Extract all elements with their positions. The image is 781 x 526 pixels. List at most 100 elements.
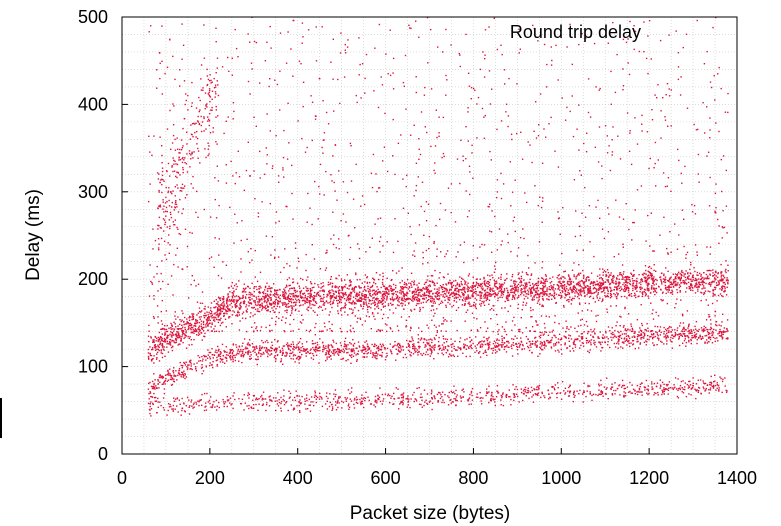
data-point: [423, 404, 425, 407]
data-point: [186, 318, 188, 320]
data-point: [313, 291, 316, 294]
data-point: [253, 286, 256, 288]
data-point: [425, 288, 427, 290]
data-point: [564, 297, 566, 299]
data-point: [322, 285, 325, 287]
data-point: [628, 337, 631, 340]
data-point: [517, 296, 520, 298]
data-point: [246, 347, 248, 350]
data-point: [583, 287, 585, 289]
data-point: [224, 308, 226, 310]
data-point: [312, 304, 315, 306]
data-point: [286, 311, 288, 314]
data-point: [582, 288, 585, 290]
data-point: [215, 359, 217, 362]
data-point: [482, 302, 485, 304]
data-point: [276, 293, 278, 296]
data-point: [170, 335, 172, 337]
data-point: [296, 405, 298, 407]
data-point: [634, 332, 636, 334]
data-point: [487, 344, 489, 346]
data-point: [525, 282, 528, 284]
data-point: [451, 346, 453, 348]
data-point: [656, 326, 659, 328]
data-point: [174, 408, 176, 410]
data-point: [593, 286, 596, 289]
data-point: [424, 346, 426, 348]
data-point: [182, 371, 184, 374]
data-point: [525, 272, 528, 274]
data-point: [163, 409, 165, 411]
data-point: [365, 350, 367, 352]
data-point: [599, 274, 601, 276]
data-point: [203, 317, 206, 319]
data-point: [337, 401, 339, 403]
data-point: [467, 400, 470, 402]
data-point: [411, 291, 414, 293]
data-point: [624, 340, 626, 343]
data-point: [327, 302, 329, 304]
data-point: [244, 348, 246, 350]
data-point: [636, 280, 638, 283]
data-point: [342, 294, 344, 296]
data-point: [488, 391, 490, 393]
data-point: [455, 396, 458, 398]
data-point: [275, 409, 277, 412]
data-point: [357, 341, 360, 343]
data-point: [462, 293, 465, 295]
data-point: [623, 333, 626, 335]
data-point: [599, 393, 601, 396]
data-point: [148, 358, 150, 360]
data-point: [484, 290, 486, 292]
data-point: [712, 334, 714, 336]
data-point: [292, 355, 295, 357]
data-point: [231, 352, 234, 354]
data-point: [330, 403, 333, 406]
data-point: [622, 347, 624, 349]
data-point: [557, 284, 559, 286]
data-point: [221, 359, 223, 361]
data-point: [529, 344, 531, 347]
data-point: [670, 286, 672, 288]
data-point: [563, 390, 565, 392]
data-point: [338, 289, 340, 291]
data-point: [667, 336, 669, 339]
data-point: [491, 289, 493, 291]
data-point: [211, 354, 213, 356]
data-point: [273, 349, 275, 351]
data-point: [702, 380, 704, 382]
data-point: [210, 406, 212, 408]
data-point: [536, 344, 538, 346]
data-point: [173, 374, 175, 376]
data-point: [247, 392, 250, 394]
data-point: [235, 354, 238, 356]
data-point: [177, 344, 179, 346]
data-point: [726, 337, 729, 339]
data-point: [536, 284, 538, 287]
data-point: [479, 345, 482, 348]
data-point: [519, 278, 521, 280]
data-point: [157, 340, 159, 343]
data-point: [304, 301, 306, 303]
data-point: [503, 282, 506, 284]
data-point: [322, 282, 324, 284]
data-point: [536, 296, 538, 299]
data-point: [252, 404, 255, 406]
data-point: [659, 384, 662, 386]
data-point: [699, 334, 701, 336]
data-point: [379, 274, 381, 276]
data-point: [483, 294, 486, 296]
data-point: [676, 289, 678, 291]
data-point: [697, 391, 699, 393]
data-point: [242, 301, 245, 303]
data-point: [430, 297, 432, 299]
data-point: [692, 275, 694, 277]
data-point: [647, 393, 649, 396]
data-point: [519, 285, 521, 287]
data-point: [376, 357, 378, 360]
data-point: [480, 397, 482, 399]
data-point: [447, 356, 450, 358]
data-point: [708, 332, 711, 334]
data-point: [439, 272, 441, 274]
data-point: [680, 282, 682, 284]
